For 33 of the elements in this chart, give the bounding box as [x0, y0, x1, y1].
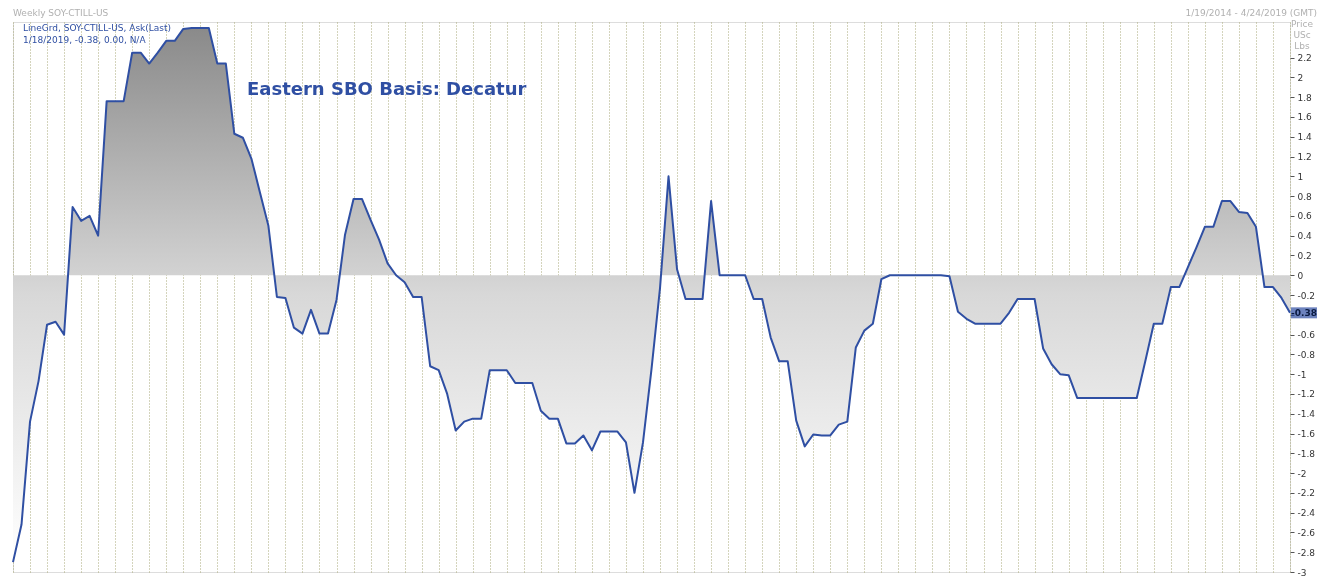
- y-tick-label: 2.2: [1297, 53, 1312, 64]
- y-tick-label: 2: [1297, 72, 1304, 83]
- y-tick-label: 0.4: [1297, 231, 1313, 242]
- y-tick-label: -0.6: [1297, 330, 1316, 341]
- y-tick-label: 1.4: [1297, 132, 1313, 143]
- y-tick-label: 1.8: [1297, 92, 1313, 103]
- y-tick-label: -1.4: [1297, 409, 1316, 420]
- y-tick-label: -1: [1297, 369, 1307, 380]
- y-tick-label: 0.8: [1297, 191, 1313, 202]
- y-tick-label: -0.8: [1297, 349, 1316, 360]
- y-tick-label: -2.2: [1297, 488, 1316, 499]
- text: 1/19/2014 - 4/24/2019 (GMT): [1185, 8, 1317, 18]
- y-tick-label: -2: [1297, 468, 1307, 479]
- y-tick-label: 0.6: [1297, 211, 1313, 222]
- series-label: LineGrd, SOY-CTILL-US, Ask(Last): [23, 23, 172, 33]
- y-tick-label: 0.2: [1297, 250, 1312, 261]
- annotation: 1/18/2019, -0.38, 0.00, N/A: [23, 35, 147, 45]
- y-tick-label: 1.6: [1297, 112, 1313, 123]
- text: Weekly SOY-CTILL-US: [13, 8, 109, 18]
- y-tick-label: 1.2: [1297, 152, 1312, 163]
- y-tick-label: -1.8: [1297, 448, 1316, 459]
- y-tick-label: -2.8: [1297, 547, 1316, 558]
- text: Eastern SBO Basis: Decatur: [247, 78, 527, 99]
- y-tick-label: -2.6: [1297, 527, 1316, 538]
- y-tick-label: -1.2: [1297, 389, 1316, 400]
- y-tick-label: 0: [1297, 270, 1304, 281]
- y-tick-label: 1: [1297, 171, 1304, 182]
- y-axis-title: Price USc Lbs: [1291, 19, 1314, 51]
- y-tick-label: -3: [1297, 567, 1307, 578]
- annotation: -0.38: [1291, 307, 1317, 318]
- y-tick-label: -1.6: [1297, 429, 1316, 440]
- y-tick-label: -0.2: [1297, 290, 1316, 301]
- y-tick-label: -2.4: [1297, 508, 1316, 519]
